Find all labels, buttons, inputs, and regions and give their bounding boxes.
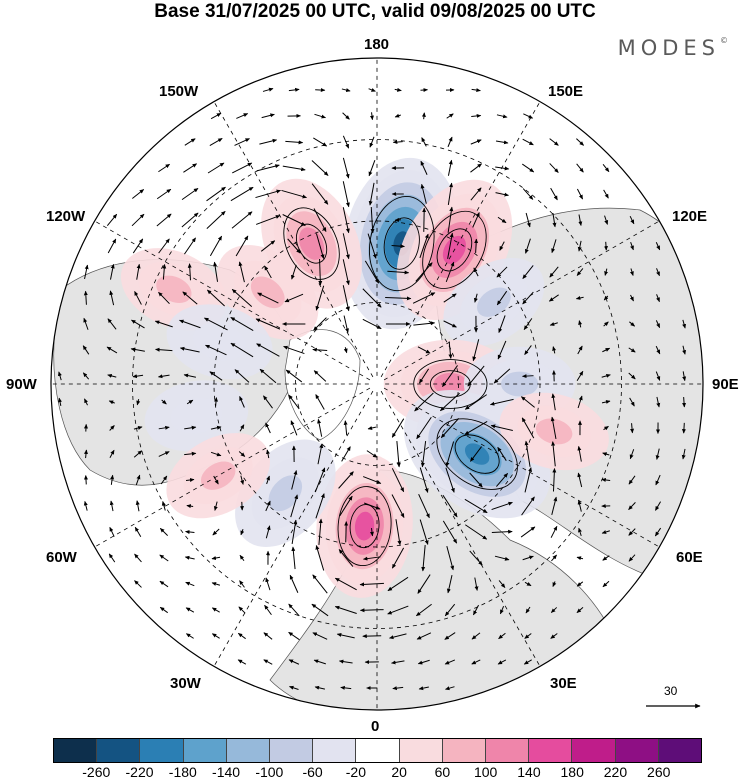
lon-label-0: 0 <box>371 718 379 735</box>
lon-label-30w: 30W <box>170 675 201 692</box>
lon-label-150w: 150W <box>159 83 198 100</box>
wind-vector <box>346 522 347 543</box>
colorbar-tick-label: -180 <box>169 764 197 780</box>
reference-vector-arrow <box>644 684 704 714</box>
colorbar-tick-label: 260 <box>647 764 670 780</box>
colorbar-swatch <box>486 739 529 762</box>
lon-label-30e: 30E <box>550 675 577 692</box>
colorbar-swatch <box>97 739 140 762</box>
lon-label-120w: 120W <box>46 208 85 225</box>
lon-label-150e: 150E <box>548 83 583 100</box>
colorbar-tick-label: 220 <box>604 764 627 780</box>
wind-vector <box>395 220 401 221</box>
colorbar-swatch <box>313 739 356 762</box>
colorbar-tick-label: -60 <box>302 764 322 780</box>
colorbar-tick-label: 60 <box>435 764 451 780</box>
colorbar <box>53 738 702 763</box>
colorbar-tick-label: -100 <box>255 764 283 780</box>
lon-label-180: 180 <box>364 36 389 53</box>
colorbar-tick-label: 100 <box>474 764 497 780</box>
wind-vector <box>606 242 607 250</box>
colorbar-tick-label: -220 <box>126 764 154 780</box>
colorbar-swatch <box>184 739 227 762</box>
colorbar-swatch <box>616 739 659 762</box>
colorbar-ticks: -260 -220 -180 -140 -100 -60 -20 20 60 100 140 180 2… <box>53 764 702 784</box>
colorbar-tick-label: 140 <box>517 764 540 780</box>
colorbar-swatch <box>140 739 183 762</box>
colorbar-swatch <box>443 739 486 762</box>
colorbar-tick-label: -20 <box>346 764 366 780</box>
colorbar-tick-label: 20 <box>391 764 407 780</box>
lon-label-90w: 90W <box>6 376 37 393</box>
colorbar-swatch <box>54 739 97 762</box>
colorbar-swatch <box>227 739 270 762</box>
wind-vector <box>421 90 428 91</box>
colorbar-swatch <box>356 739 399 762</box>
colorbar-tick-label: -140 <box>212 764 240 780</box>
wind-vector <box>424 113 425 119</box>
polar-map <box>0 0 750 735</box>
wind-vector <box>315 90 325 91</box>
lon-label-90e: 90E <box>712 376 739 393</box>
colorbar-swatch <box>400 739 443 762</box>
colorbar-swatch <box>270 739 313 762</box>
wind-vector <box>684 423 685 433</box>
wind-vector <box>86 476 87 485</box>
colorbar-tick-label: -260 <box>82 764 110 780</box>
wind-vector <box>522 376 533 377</box>
colorbar-swatch <box>659 739 701 762</box>
lon-label-60e: 60E <box>676 549 703 566</box>
colorbar-tick-label: 180 <box>561 764 584 780</box>
wind-vector <box>393 142 402 143</box>
colorbar-swatch <box>529 739 572 762</box>
lon-label-60w: 60W <box>46 549 77 566</box>
lon-label-120e: 120E <box>672 208 707 225</box>
colorbar-swatch <box>572 739 615 762</box>
